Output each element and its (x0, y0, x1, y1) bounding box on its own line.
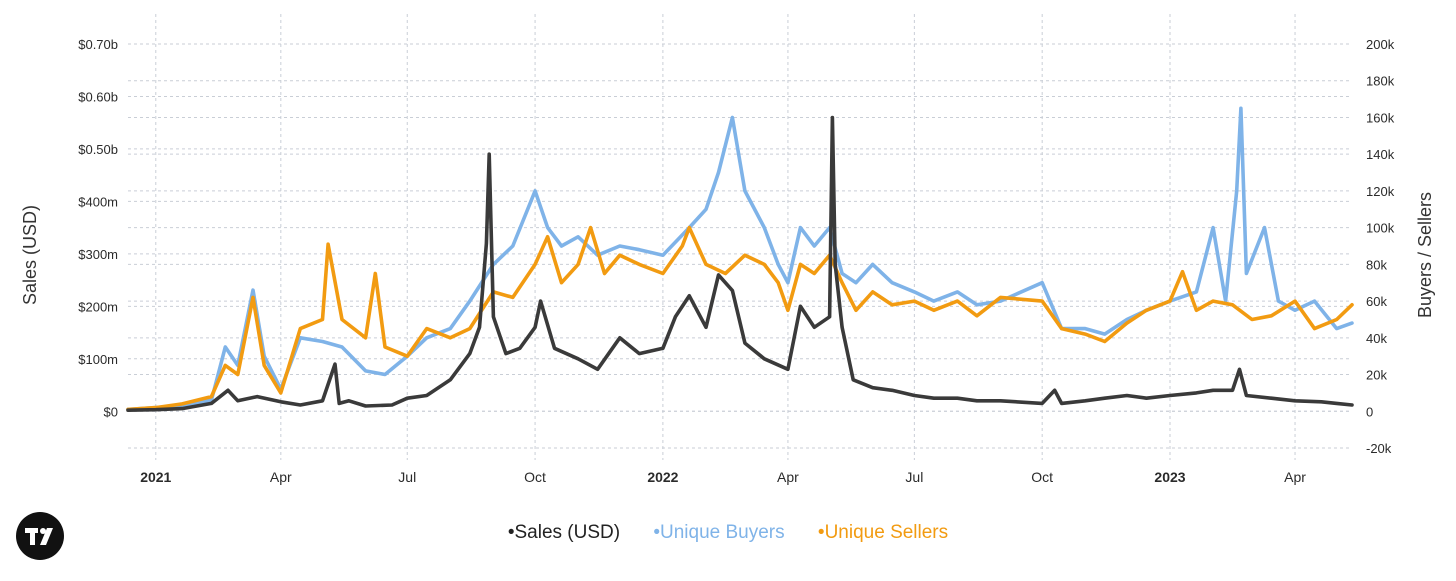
legend-item-sales[interactable]: •Sales (USD) (507, 522, 621, 543)
y-right-axis-title: Buyers / Sellers (1415, 192, 1435, 318)
x-tick-label: Oct (1031, 469, 1053, 485)
y-right-tick-label: 60k (1366, 294, 1387, 309)
y-left-tick-label: $100m (78, 352, 118, 367)
x-tick-label: Jul (905, 469, 923, 485)
axis-layer: Sales (USD) Buyers / Sellers -20k 0 20k 40k… (20, 37, 1435, 485)
y-right-tick-label: 100k (1366, 221, 1395, 236)
y-left-tick-label: $200m (78, 299, 118, 314)
x-tick-label: Oct (524, 469, 546, 485)
grid-layer (128, 14, 1352, 460)
x-tick-label: 2023 (1154, 469, 1185, 485)
y-left-tick-label: $400m (78, 194, 118, 209)
y-right-tick-label: 180k (1366, 74, 1395, 89)
chart-legend: •Sales (USD) •Unique Buyers •Unique Sell… (0, 522, 1456, 544)
unique-buyers-line (126, 106, 1354, 412)
unique-sellers-line (126, 225, 1354, 412)
x-tick-label: 2021 (140, 469, 171, 485)
x-tick-label: Apr (777, 469, 799, 485)
x-tick-label: Apr (1284, 469, 1306, 485)
y-right-tick-label: 0 (1366, 404, 1373, 419)
y-right-tick-label: 120k (1366, 184, 1395, 199)
y-right-tick-label: 40k (1366, 331, 1387, 346)
legend-item-unique-buyers[interactable]: •Unique Buyers (653, 522, 785, 543)
sales-usd-line (126, 115, 1354, 412)
y-left-tick-label: $0.60b (78, 89, 118, 104)
y-right-tick-label: 140k (1366, 147, 1395, 162)
y-right-tick-label: 20k (1366, 368, 1387, 383)
chart-svg: Sales (USD) Buyers / Sellers -20k 0 20k 40k… (20, 14, 1435, 485)
legend-item-unique-sellers[interactable]: •Unique Sellers (817, 522, 949, 543)
series-layer (126, 106, 1354, 412)
x-tick-label: 2022 (647, 469, 678, 485)
y-right-tick-label: 80k (1366, 257, 1387, 272)
y-right-tick-label: -20k (1366, 441, 1392, 456)
y-left-tick-label: $0.70b (78, 37, 118, 52)
y-right-tick-label: 200k (1366, 37, 1395, 52)
tradingview-logo-icon[interactable] (16, 512, 64, 560)
x-tick-label: Jul (398, 469, 416, 485)
y-right-tick-label: 160k (1366, 110, 1395, 125)
y-left-axis-title: Sales (USD) (20, 205, 40, 305)
y-left-tick-label: $0 (104, 404, 118, 419)
x-tick-label: Apr (270, 469, 292, 485)
y-left-tick-label: $300m (78, 247, 118, 262)
y-left-tick-label: $0.50b (78, 142, 118, 157)
